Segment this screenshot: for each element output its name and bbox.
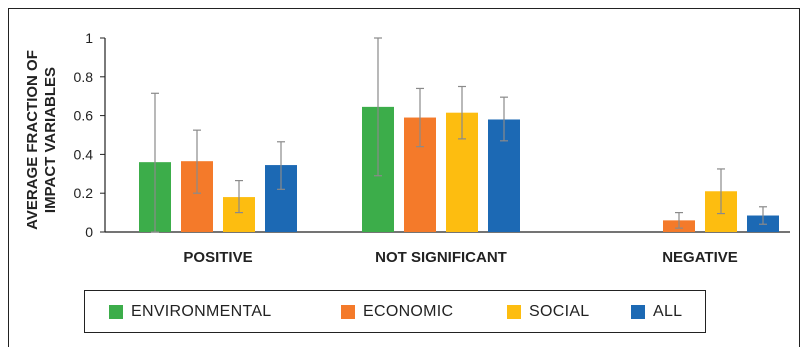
y-tick-label: 0.4 xyxy=(74,146,94,162)
category-label: POSITIVE xyxy=(183,249,252,266)
y-tick-labels: 0 0.2 0.4 0.6 0.8 1 xyxy=(74,30,94,240)
y-axis-title-line-2: IMPACT VARIABLES xyxy=(42,67,59,213)
legend-swatch-economic xyxy=(341,305,355,319)
legend-item-social: SOCIAL xyxy=(507,302,590,322)
legend: ENVIRONMENTAL ECONOMIC SOCIAL ALL xyxy=(84,290,706,333)
legend-swatch-environmental xyxy=(109,305,123,319)
chart-area: AVERAGE FRACTION OF IMPACT VARIABLES 0 0.… xyxy=(24,30,790,266)
legend-label-all: ALL xyxy=(653,303,683,320)
y-tick-label: 1 xyxy=(85,30,93,46)
error-bars xyxy=(151,37,767,233)
legend-label-environmental: ENVIRONMENTAL xyxy=(131,303,272,320)
y-tick-label: 0 xyxy=(85,224,93,240)
y-axis-title: AVERAGE FRACTION OF IMPACT VARIABLES xyxy=(24,50,59,230)
category-label: NOT SIGNIFICANT xyxy=(375,249,507,266)
legend-swatch-all xyxy=(631,305,645,319)
legend-swatch-social xyxy=(507,305,521,319)
y-axis-title-line-1: AVERAGE FRACTION OF xyxy=(24,50,41,230)
y-tick-label: 0.2 xyxy=(74,185,94,201)
category-labels: POSITIVE NOT SIGNIFICANT NEGATIVE xyxy=(183,249,737,266)
legend-label-economic: ECONOMIC xyxy=(363,303,454,320)
y-tick-label: 0.6 xyxy=(74,108,94,124)
y-tick-label: 0.8 xyxy=(74,69,94,85)
legend-label-social: SOCIAL xyxy=(529,303,590,320)
figure-frame xyxy=(8,8,800,347)
legend-item-environmental: ENVIRONMENTAL xyxy=(109,302,272,322)
category-label: NEGATIVE xyxy=(662,249,738,266)
legend-item-economic: ECONOMIC xyxy=(341,302,453,322)
bars xyxy=(139,106,779,232)
legend-item-all: ALL xyxy=(631,302,682,322)
